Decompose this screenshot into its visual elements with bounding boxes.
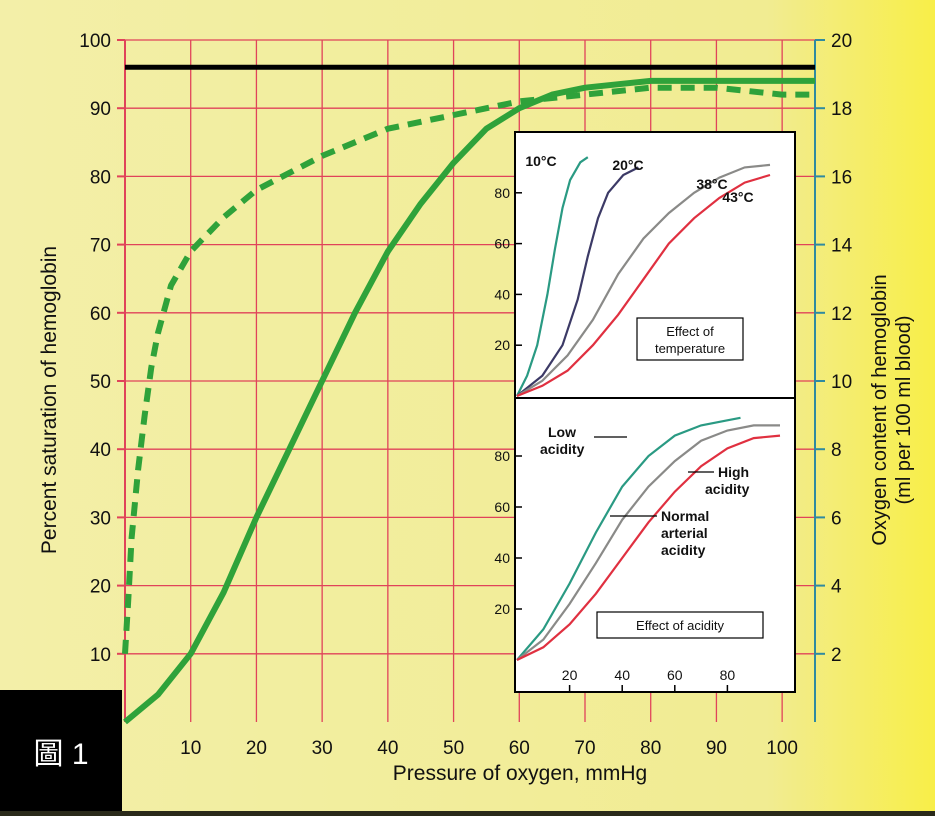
- inset1-series-label: 10°C: [525, 153, 556, 169]
- inset1-y-tick-label: 60: [494, 236, 510, 252]
- x-tick-label: 20: [246, 738, 267, 759]
- x-tick-label: 70: [574, 738, 595, 759]
- inset1-title-line1: Effect of: [666, 324, 714, 339]
- x-tick-label: 50: [443, 738, 464, 759]
- y-axis-label: Percent saturation of hemoglobin: [38, 246, 61, 554]
- inset1-y-tick-label: 40: [494, 286, 510, 302]
- inset2-high-acidity-label: High: [718, 464, 749, 480]
- x-tick-label: 80: [640, 738, 661, 759]
- inset2-y-tick-label: 40: [494, 550, 510, 566]
- inset2-title: Effect of acidity: [636, 618, 724, 633]
- inset2-normal-acidity-label: acidity: [661, 542, 706, 558]
- series-line-dashed: [122, 84, 815, 654]
- inset1-title-box: [636, 317, 744, 361]
- inset2-low-acidity-label: acidity: [540, 441, 585, 457]
- inset2-high-acidity-label: acidity: [705, 481, 750, 497]
- inset2-normal-acidity-label: Normal: [661, 508, 709, 524]
- inset2-y-tick-label: 80: [494, 448, 510, 464]
- y2-axis-label-units: (ml per 100 ml blood): [893, 316, 915, 505]
- x-tick-label: 30: [312, 738, 333, 759]
- x-tick-label: 40: [377, 738, 398, 759]
- y-tick-label: 100: [79, 31, 111, 52]
- x-tick-label: 10: [180, 738, 201, 759]
- x-tick-label: 60: [509, 738, 530, 759]
- inset1-y-tick-label: 80: [494, 185, 510, 201]
- y-tick-label: 40: [90, 440, 111, 461]
- inset1-title-line2: temperature: [655, 341, 725, 356]
- y2-tick-label: 8: [831, 440, 842, 461]
- inset-temperature: 20 40 60 80 10°C 20°C 38°C43°C Effect of tempera…: [494, 131, 796, 693]
- figure-label-box: [0, 690, 122, 811]
- y2-tick-label: 10: [831, 372, 852, 393]
- inset2-y-tick-label: 60: [494, 499, 510, 515]
- y2-axis-label: Oxygen content of hemoglobin: [869, 274, 891, 545]
- inset1-series-line: [516, 163, 771, 397]
- y-tick-label: 30: [90, 508, 111, 529]
- inset1-series-label: 20°C: [612, 157, 643, 173]
- inset2-series-line: [516, 424, 780, 661]
- y-tick-label: 50: [90, 372, 111, 393]
- y-tick-label: 70: [90, 236, 111, 257]
- y2-tick-label: 16: [831, 167, 852, 188]
- inset2-normal-acidity-label: arterial: [661, 525, 708, 541]
- y-tick-label: 20: [90, 577, 111, 598]
- x-axis-label: Pressure of oxygen, mmHg: [393, 762, 647, 785]
- inset-frame: [514, 131, 796, 693]
- inset1-series-line: [516, 166, 639, 397]
- y-tick-label: 10: [90, 645, 111, 666]
- inset2-series-line: [516, 416, 741, 661]
- y2-tick-label: 4: [831, 577, 842, 598]
- inset2-y-tick-label: 20: [494, 601, 510, 617]
- y2-tick-label: 2: [831, 645, 842, 666]
- inset2-low-acidity-label: Low: [548, 424, 576, 440]
- main-axes: 10 20 30 40 50 60 70 80 90 100 2 4 6 8 10 12 14 16 18 20 10 2…: [79, 31, 852, 759]
- inset2-x-tick-label: 60: [667, 667, 683, 683]
- y2-tick-label: 6: [831, 508, 842, 529]
- inset1-series-label: 43°C: [722, 189, 753, 205]
- y2-tick-label: 18: [831, 99, 852, 120]
- inset1-series-line: [516, 173, 771, 398]
- y-tick-label: 60: [90, 304, 111, 325]
- y2-tick-label: 20: [831, 31, 852, 52]
- x-tick-label: 100: [766, 738, 798, 759]
- y-tick-label: 90: [90, 99, 111, 120]
- inset2-series-line: [516, 434, 781, 661]
- x-tick-label: 90: [706, 738, 727, 759]
- y-tick-label: 80: [90, 167, 111, 188]
- inset1-series-label: 38°C: [696, 176, 727, 192]
- inset2-x-tick-label: 40: [614, 667, 630, 683]
- y2-tick-label: 14: [831, 236, 853, 257]
- inset1-series-line: [516, 156, 589, 397]
- inset2-x-tick-label: 20: [562, 667, 578, 683]
- y2-tick-label: 12: [831, 304, 852, 325]
- main-series: [122, 77, 815, 725]
- figure-label: 圖 1: [33, 738, 88, 771]
- inset2-title-box: [596, 611, 764, 639]
- series-line-solid: [123, 77, 815, 725]
- inset2-x-tick-label: 80: [720, 667, 736, 683]
- inset1-y-tick-label: 20: [494, 337, 510, 353]
